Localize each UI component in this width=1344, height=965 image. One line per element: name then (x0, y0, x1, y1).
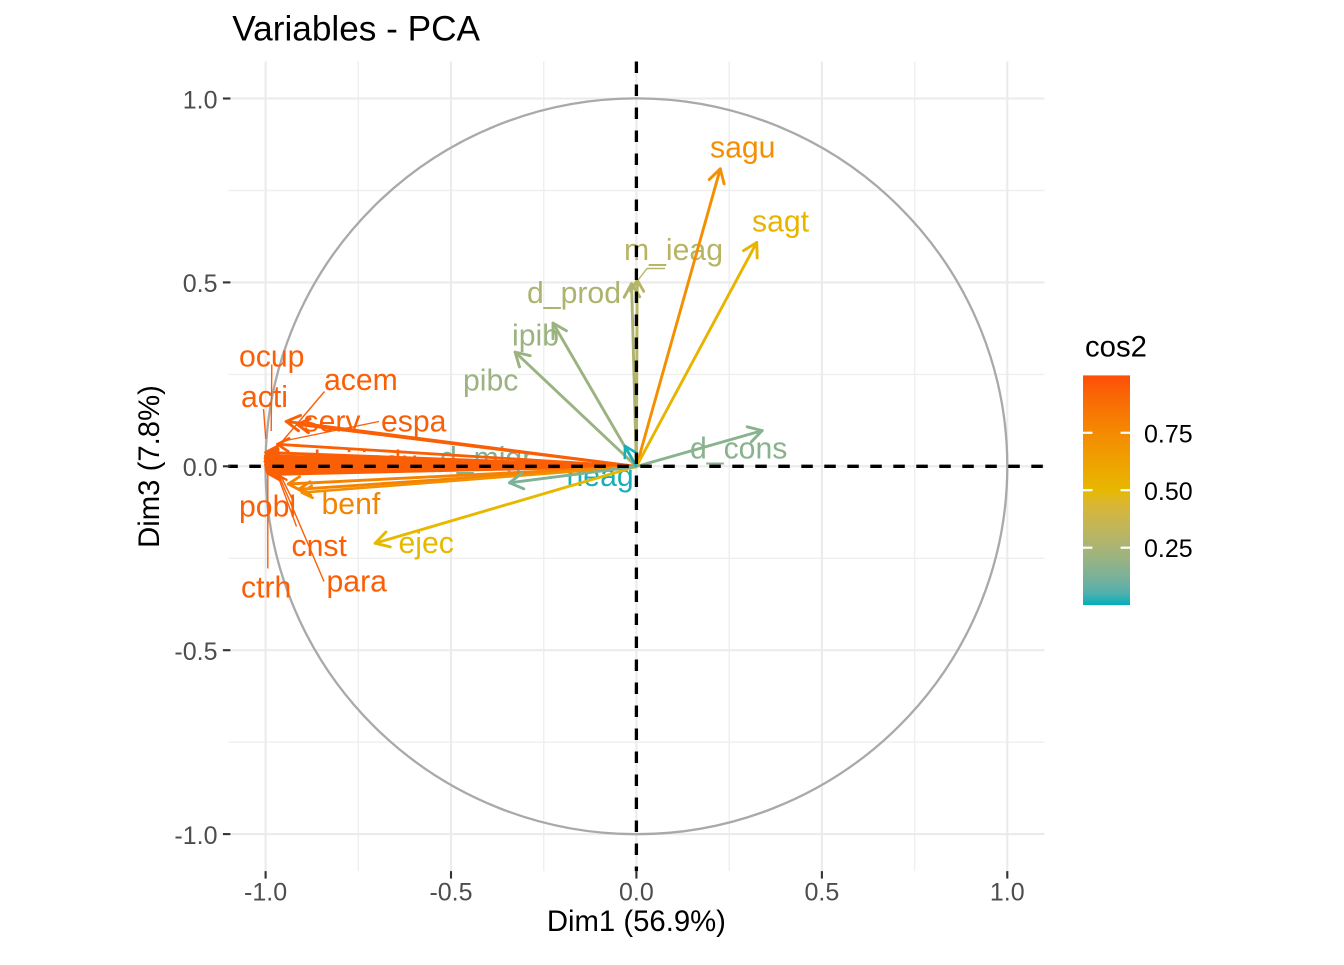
svg-text:sagu: sagu (710, 132, 775, 165)
svg-text:benf: benf (322, 488, 381, 521)
svg-text:ctrh: ctrh (241, 572, 291, 605)
svg-text:ocup: ocup (239, 341, 304, 374)
svg-text:Dim3 (7.8%): Dim3 (7.8%) (133, 385, 166, 548)
svg-text:acem: acem (324, 364, 398, 397)
svg-text:Dim1 (56.9%): Dim1 (56.9%) (547, 905, 726, 938)
svg-text:0.5: 0.5 (183, 270, 218, 298)
svg-text:-1.0: -1.0 (244, 879, 287, 907)
svg-text:-0.5: -0.5 (174, 638, 217, 666)
svg-text:1.0: 1.0 (183, 86, 218, 114)
svg-text:para: para (327, 566, 388, 599)
svg-text:0.5: 0.5 (805, 879, 840, 907)
svg-text:m_ieag: m_ieag (624, 234, 723, 267)
svg-text:1.0: 1.0 (990, 879, 1025, 907)
svg-text:d_prod: d_prod (527, 277, 621, 310)
svg-text:serv: serv (304, 406, 361, 439)
svg-text:0.50: 0.50 (1144, 478, 1193, 506)
svg-text:cos2: cos2 (1085, 330, 1147, 363)
svg-text:0.0: 0.0 (183, 454, 218, 482)
svg-text:0.0: 0.0 (619, 879, 654, 907)
svg-text:Variables - PCA: Variables - PCA (232, 10, 480, 49)
svg-text:0.25: 0.25 (1144, 535, 1193, 563)
svg-text:pobl: pobl (239, 491, 296, 524)
svg-text:pibc: pibc (463, 365, 518, 398)
svg-text:-0.5: -0.5 (429, 879, 472, 907)
svg-text:cnst: cnst (292, 530, 348, 563)
svg-text:-1.0: -1.0 (174, 822, 217, 850)
svg-text:0.75: 0.75 (1144, 420, 1193, 448)
svg-text:sagt: sagt (752, 206, 810, 239)
svg-text:ejec: ejec (399, 527, 454, 560)
svg-text:acti: acti (241, 381, 288, 414)
